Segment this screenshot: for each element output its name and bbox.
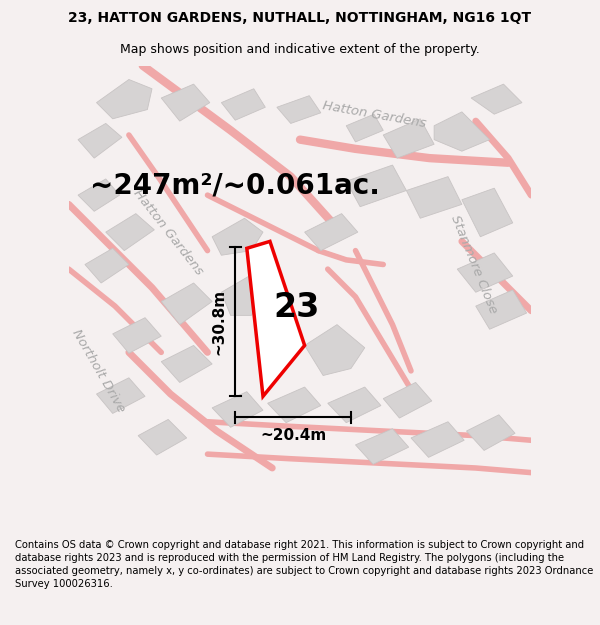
Polygon shape [383,119,434,158]
Text: Map shows position and indicative extent of the property.: Map shows position and indicative extent… [120,42,480,56]
Polygon shape [85,248,129,283]
Polygon shape [462,188,513,237]
Text: Hatton Gardens: Hatton Gardens [321,99,427,130]
Text: 23, HATTON GARDENS, NUTHALL, NOTTINGHAM, NG16 1QT: 23, HATTON GARDENS, NUTHALL, NOTTINGHAM,… [68,11,532,26]
Text: ~247m²/~0.061ac.: ~247m²/~0.061ac. [91,172,380,200]
Polygon shape [277,96,321,124]
Polygon shape [212,218,263,255]
Text: 23: 23 [274,291,320,324]
Polygon shape [161,283,212,324]
Polygon shape [411,422,464,457]
Polygon shape [97,378,145,413]
Polygon shape [467,415,515,451]
Polygon shape [161,84,210,121]
Polygon shape [221,276,263,316]
Polygon shape [383,382,432,418]
Text: Stanmore Close: Stanmore Close [448,213,499,316]
Polygon shape [346,165,406,207]
Text: Hatton Gardens: Hatton Gardens [131,187,206,278]
Polygon shape [161,346,212,382]
Polygon shape [78,124,122,158]
Text: ~20.4m: ~20.4m [260,428,326,443]
Polygon shape [476,290,527,329]
Text: Northolt Drive: Northolt Drive [70,327,128,415]
Polygon shape [113,318,161,353]
Polygon shape [406,177,462,218]
Polygon shape [247,241,305,396]
Polygon shape [221,89,265,120]
Polygon shape [305,214,358,251]
Polygon shape [434,112,490,151]
Polygon shape [346,114,383,142]
Polygon shape [457,253,513,292]
Polygon shape [305,324,365,376]
Polygon shape [138,419,187,455]
Polygon shape [106,214,154,251]
Polygon shape [97,79,152,119]
Polygon shape [355,429,409,464]
Text: Contains OS data © Crown copyright and database right 2021. This information is : Contains OS data © Crown copyright and d… [15,540,593,589]
Polygon shape [212,392,263,428]
Polygon shape [78,179,119,211]
Text: ~30.8m: ~30.8m [211,289,226,354]
Polygon shape [268,387,321,422]
Polygon shape [471,84,522,114]
Polygon shape [328,387,381,422]
